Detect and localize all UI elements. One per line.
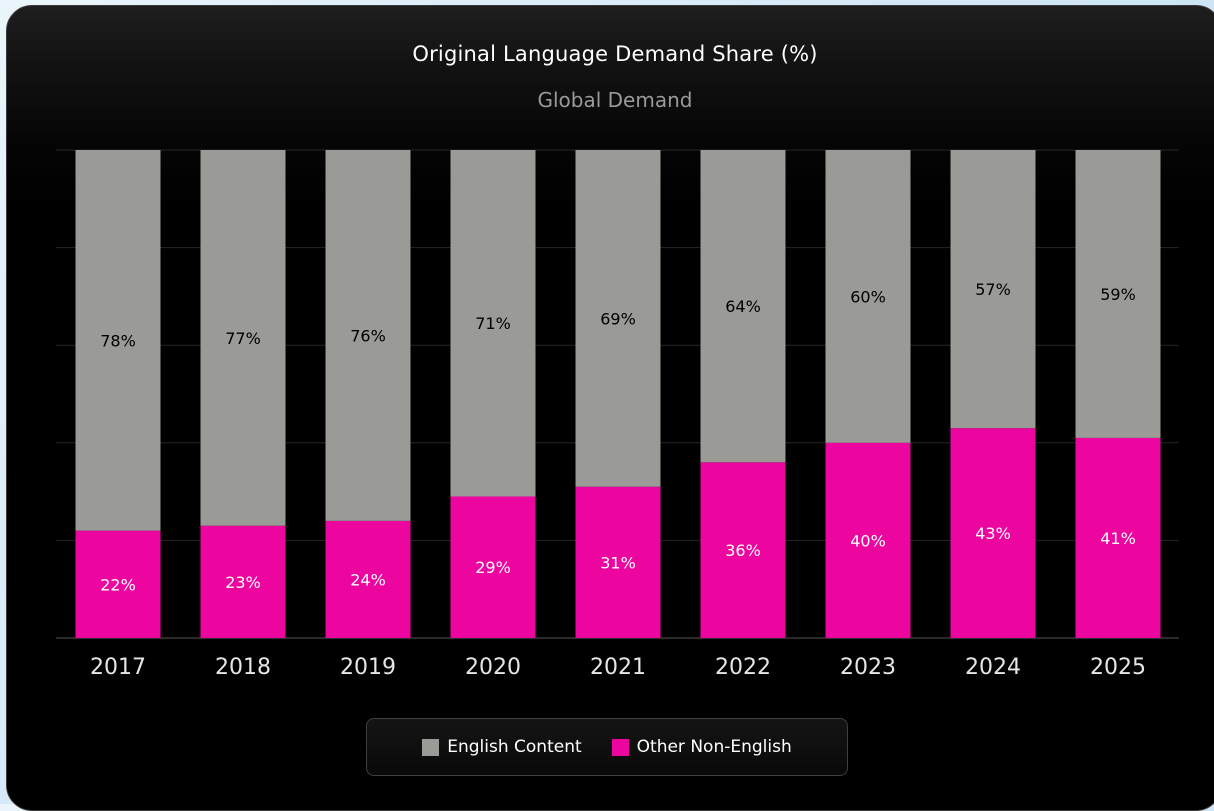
data-label-non-english-2019: 24% [350,570,386,589]
bar-english-2019 [325,150,411,521]
data-label-non-english-2025: 41% [1100,529,1136,548]
data-label-english-2020: 71% [475,314,511,333]
bar-non-english-2024 [950,428,1036,638]
x-tick-label-2024: 2024 [965,655,1021,680]
data-label-english-2021: 69% [600,309,636,328]
bar-english-2018 [200,150,286,526]
bar-non-english-2017 [75,530,161,638]
x-tick-label-2021: 2021 [590,655,646,680]
chart-title: Original Language Demand Share (%) [412,42,818,66]
data-label-non-english-2020: 29% [475,558,511,577]
stacked-bar-chart: 22% 78% 2017 23% 77% 2018 24% 76% 2019 29% 71% 2020… [56,149,1179,680]
legend-label-english: English Content [447,737,582,757]
legend-label-non-english: Other Non-English [636,737,792,757]
data-label-english-2025: 59% [1100,285,1136,304]
bar-non-english-2019 [325,520,411,638]
bar-english-2017 [75,150,161,531]
legend-swatch-english [422,738,440,756]
x-tick-label-2023: 2023 [840,655,896,680]
data-label-non-english-2021: 31% [600,553,636,572]
data-label-non-english-2023: 40% [850,531,886,550]
bar-english-2022 [700,150,786,463]
bar-english-2021 [575,150,661,487]
legend-item-english[interactable]: English Content [422,737,582,757]
chart-legend: English Content Other Non-English [366,718,848,776]
bar-english-2023 [825,150,911,443]
data-label-non-english-2024: 43% [975,524,1011,543]
x-tick-label-2017: 2017 [90,655,146,680]
data-label-non-english-2017: 22% [100,575,136,594]
data-label-english-2022: 64% [725,297,761,316]
data-label-non-english-2022: 36% [725,541,761,560]
data-label-english-2019: 76% [350,326,386,345]
data-label-english-2024: 57% [975,280,1011,299]
bar-english-2025 [1075,150,1161,438]
bar-non-english-2021 [575,486,661,638]
x-tick-label-2025: 2025 [1090,655,1146,680]
bar-non-english-2025 [1075,437,1161,638]
bar-english-2024 [950,150,1036,429]
bar-english-2020 [450,150,536,497]
x-tick-label-2018: 2018 [215,655,271,680]
bar-non-english-2023 [825,442,911,638]
x-tick-label-2022: 2022 [715,655,771,680]
chart-subtitle: Global Demand [537,88,693,112]
x-tick-label-2020: 2020 [465,655,521,680]
data-label-english-2018: 77% [225,329,261,348]
legend-swatch-non-english [611,738,629,756]
bar-non-english-2018 [200,525,286,638]
bar-non-english-2020 [450,496,536,638]
data-label-non-english-2018: 23% [225,573,261,592]
x-tick-label-2019: 2019 [340,655,396,680]
bar-non-english-2022 [700,462,786,638]
chart-card: Original Language Demand Share (%) Globa… [6,5,1214,811]
data-label-english-2017: 78% [100,331,136,350]
legend-item-non-english[interactable]: Other Non-English [611,737,792,757]
data-label-english-2023: 60% [850,287,886,306]
